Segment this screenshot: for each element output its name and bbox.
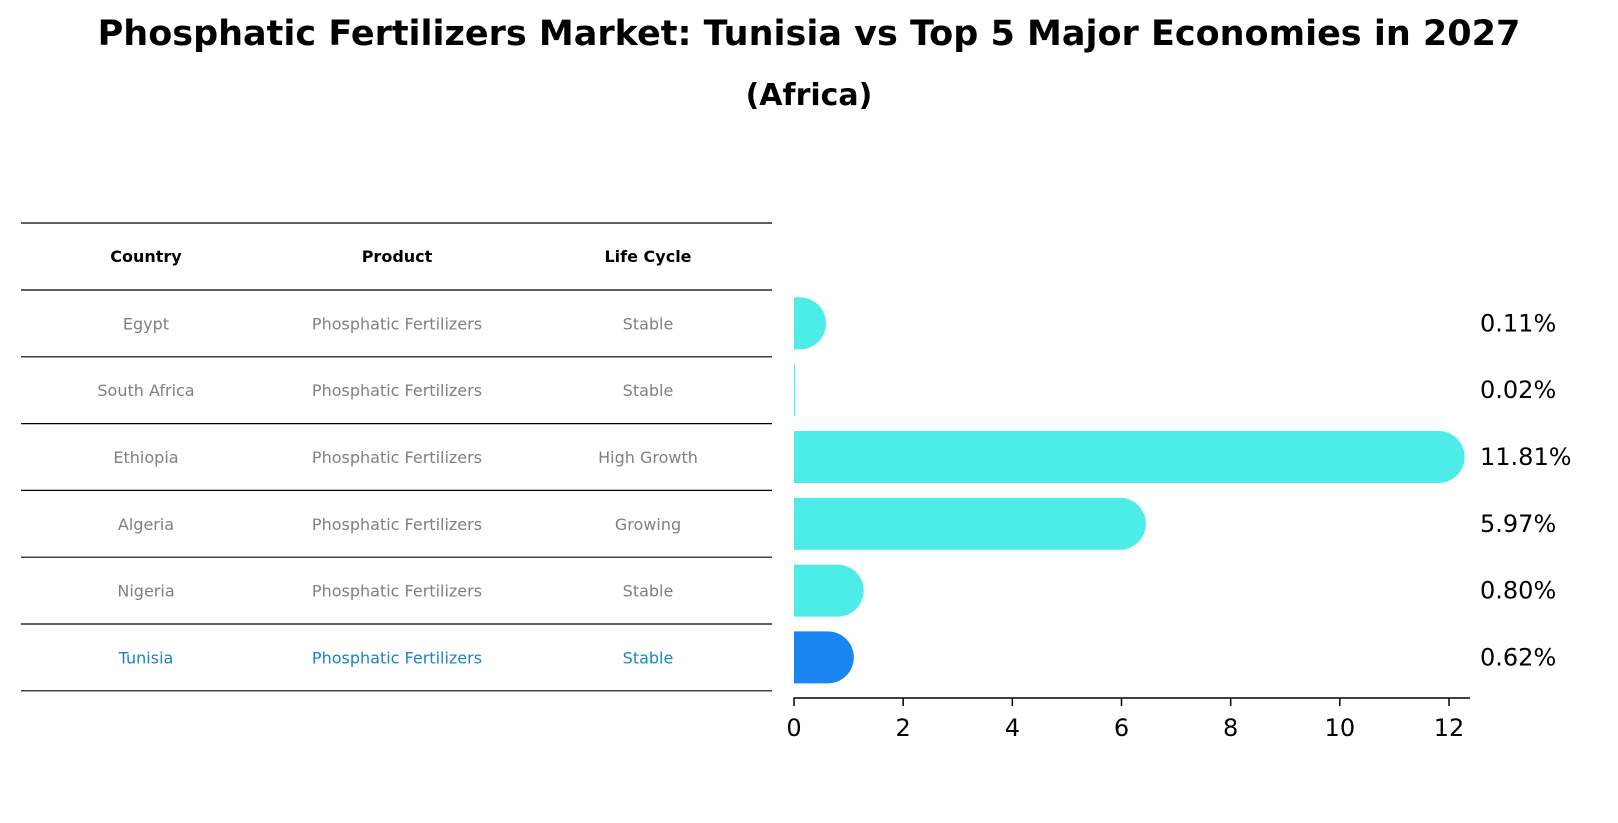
country-cell: Ethiopia bbox=[113, 448, 178, 467]
data-label: 0.80% bbox=[1480, 577, 1556, 605]
bar-egypt bbox=[794, 297, 827, 350]
x-tick-label: 8 bbox=[1223, 714, 1238, 742]
country-cell: Tunisia bbox=[118, 648, 174, 667]
data-label: 0.11% bbox=[1480, 309, 1556, 337]
data-label: 0.62% bbox=[1480, 643, 1556, 671]
product-header: Product bbox=[362, 247, 433, 266]
data-table: Country Product Life Cycle Egypt Phosphatic … bbox=[21, 222, 772, 692]
x-tick-label: 0 bbox=[786, 714, 801, 742]
country-cell: Nigeria bbox=[117, 582, 174, 601]
chart-subtitle: (Africa) bbox=[745, 78, 873, 113]
life-cycle-cell: Stable bbox=[623, 314, 674, 333]
bar-south-africa bbox=[794, 364, 796, 417]
chart-title: Phosphatic Fertilizers Market: Tunisia v… bbox=[97, 14, 1521, 54]
life-cycle-cell: Stable bbox=[623, 648, 674, 667]
x-tick-label: 6 bbox=[1114, 714, 1129, 742]
product-cell: Phosphatic Fertilizers bbox=[312, 648, 482, 667]
product-cell: Phosphatic Fertilizers bbox=[312, 448, 482, 467]
country-cell: South Africa bbox=[97, 381, 194, 400]
x-tick-label: 4 bbox=[1005, 714, 1020, 742]
x-axis: 0 2 4 6 8 10 12 bbox=[786, 697, 1470, 742]
bar-chart bbox=[794, 297, 1465, 684]
product-cell: Phosphatic Fertilizers bbox=[312, 582, 482, 601]
data-label: 0.02% bbox=[1480, 376, 1556, 404]
x-tick-label: 10 bbox=[1325, 714, 1356, 742]
life-cycle-header: Life Cycle bbox=[604, 247, 691, 266]
x-tick-label: 2 bbox=[896, 714, 911, 742]
product-cell: Phosphatic Fertilizers bbox=[312, 515, 482, 534]
life-cycle-cell: High Growth bbox=[598, 448, 698, 467]
bar-nigeria bbox=[794, 564, 864, 617]
country-header: Country bbox=[110, 247, 182, 266]
bar-algeria bbox=[794, 497, 1146, 550]
country-cell: Algeria bbox=[118, 515, 174, 534]
bar-ethiopia bbox=[794, 431, 1465, 483]
data-label: 11.81% bbox=[1480, 443, 1572, 471]
bar-tunisia bbox=[794, 631, 854, 684]
life-cycle-cell: Stable bbox=[623, 582, 674, 601]
product-cell: Phosphatic Fertilizers bbox=[312, 381, 482, 400]
x-tick-label: 12 bbox=[1434, 714, 1465, 742]
life-cycle-cell: Stable bbox=[623, 381, 674, 400]
country-cell: Egypt bbox=[123, 314, 169, 333]
life-cycle-cell: Growing bbox=[615, 515, 681, 534]
data-labels: 0.11% 0.02% 11.81% 5.97% 0.80% 0.62% bbox=[1480, 309, 1572, 671]
product-cell: Phosphatic Fertilizers bbox=[312, 314, 482, 333]
data-label: 5.97% bbox=[1480, 510, 1556, 538]
